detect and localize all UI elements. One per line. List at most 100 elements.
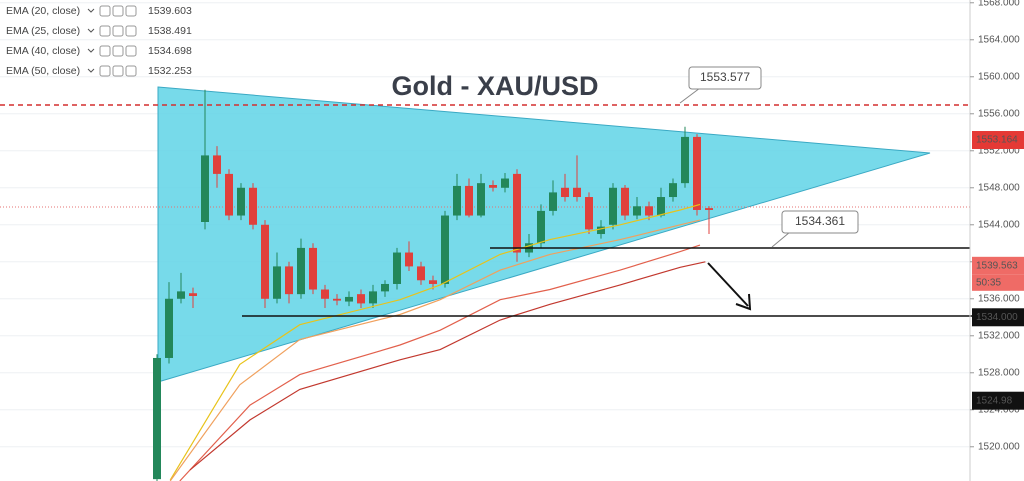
legend-value: 1538.491 xyxy=(148,25,192,37)
ema-line xyxy=(169,203,701,481)
candle-body xyxy=(381,283,389,292)
price-badge xyxy=(972,256,1024,275)
candle-body xyxy=(357,294,365,304)
legend-icon xyxy=(112,45,124,57)
legend: EMA (20, close) 1539.603 EMA (25, close) 15… xyxy=(6,5,192,77)
ema-line xyxy=(189,261,706,471)
callout-text: 1553.577 xyxy=(700,70,750,84)
legend-icon xyxy=(99,45,111,57)
candle-body xyxy=(345,296,353,302)
price-badge-label: 1524.98 xyxy=(976,395,1013,406)
candle-body xyxy=(681,136,689,184)
countdown: 50:35 xyxy=(976,277,1001,288)
ema-line xyxy=(169,219,701,481)
legend-icon xyxy=(99,5,111,17)
candle-body xyxy=(429,280,437,284)
legend-label: EMA (20, close) xyxy=(6,5,80,17)
callout-box xyxy=(781,210,859,234)
y-tick-label: 1544.000 xyxy=(978,219,1020,230)
candle-body xyxy=(669,183,677,198)
y-tick-label: 1560.000 xyxy=(978,71,1020,82)
price-badge-label: 1539.563 xyxy=(976,260,1018,271)
candle-body xyxy=(273,266,281,299)
candle-body xyxy=(549,192,557,211)
candle-body xyxy=(537,210,545,244)
legend-icon xyxy=(125,5,137,17)
arrow-shaft xyxy=(707,262,749,307)
candle-body xyxy=(489,185,497,188)
legend-icon xyxy=(112,65,124,77)
candle-body xyxy=(585,197,593,230)
candle-body xyxy=(705,208,713,210)
y-tick-label: 1568.000 xyxy=(978,0,1020,8)
legend-chevron xyxy=(87,48,95,53)
legend-icon xyxy=(112,5,124,17)
candle-body xyxy=(657,197,665,216)
candle-body xyxy=(189,293,197,296)
legend-label: EMA (25, close) xyxy=(6,25,80,37)
candle-body xyxy=(297,247,305,295)
legend-icon xyxy=(112,25,124,37)
legend-value: 1534.698 xyxy=(148,45,192,57)
candle-body xyxy=(561,187,569,198)
candle-body xyxy=(249,187,257,225)
arrow-head xyxy=(735,293,752,311)
legend-chevron xyxy=(87,8,95,13)
legend-icon xyxy=(99,65,111,77)
legend-chevron xyxy=(87,68,95,73)
candle-body xyxy=(573,187,581,198)
candle-body xyxy=(333,298,341,301)
candle-body xyxy=(417,266,425,281)
countdown-badge xyxy=(972,274,1024,291)
candle-body xyxy=(285,266,293,295)
callout-box xyxy=(688,66,762,90)
candle-body xyxy=(477,183,485,216)
candle-body xyxy=(225,173,233,216)
candle-body xyxy=(645,206,653,216)
callout-pointer xyxy=(771,231,791,248)
callout-text: 1534.361 xyxy=(795,214,845,228)
price-badge-label: 1553.164 xyxy=(976,135,1018,146)
candle-body xyxy=(213,155,221,174)
candle-body xyxy=(609,187,617,225)
candle-body xyxy=(153,357,161,480)
candle-body xyxy=(165,298,173,358)
price-badge xyxy=(972,131,1024,150)
candle-body xyxy=(621,187,629,216)
y-tick-label: 1520.000 xyxy=(978,441,1020,452)
legend-icon xyxy=(125,65,137,77)
legend-value: 1539.603 xyxy=(148,5,192,17)
legend-icon xyxy=(125,45,137,57)
price-badge xyxy=(972,308,1024,327)
y-tick-label: 1524.000 xyxy=(978,404,1020,415)
candle-body xyxy=(513,173,521,253)
candle-body xyxy=(453,185,461,216)
y-tick-label: 1532.000 xyxy=(978,330,1020,341)
candle-body xyxy=(309,247,317,290)
candle-body xyxy=(177,291,185,299)
candle-body xyxy=(633,206,641,216)
y-tick-label: 1528.000 xyxy=(978,367,1020,378)
candle-body xyxy=(597,226,605,235)
y-tick-label: 1556.000 xyxy=(978,108,1020,119)
candle-body xyxy=(501,178,509,188)
legend-label: EMA (40, close) xyxy=(6,45,80,57)
candle-body xyxy=(261,224,269,299)
candle-body xyxy=(393,252,401,284)
legend-label: EMA (50, close) xyxy=(6,65,80,77)
legend-icon xyxy=(125,25,137,37)
candle-body xyxy=(405,252,413,267)
y-tick-label: 1536.000 xyxy=(978,293,1020,304)
y-tick-label: 1548.000 xyxy=(978,182,1020,193)
candle-body xyxy=(693,136,701,210)
candle-body xyxy=(465,185,473,216)
candle-body xyxy=(237,187,245,216)
price-badge-label: 1534.000 xyxy=(976,312,1018,323)
y-tick-label: 1564.000 xyxy=(978,34,1020,45)
ema-line xyxy=(179,244,701,481)
legend-chevron xyxy=(87,28,95,33)
plot xyxy=(153,89,713,481)
candle-body xyxy=(441,215,449,284)
candle-body xyxy=(201,155,209,222)
candle-body xyxy=(321,289,329,299)
